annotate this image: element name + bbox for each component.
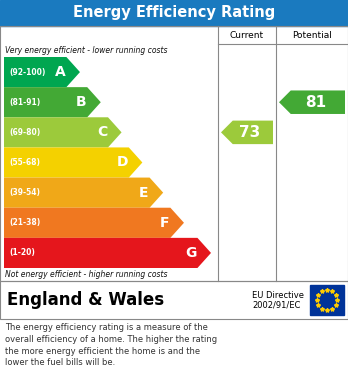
- Bar: [310, 285, 344, 315]
- Text: Current: Current: [230, 30, 264, 39]
- Text: EU Directive: EU Directive: [252, 291, 304, 300]
- Text: England & Wales: England & Wales: [7, 291, 164, 309]
- Text: The energy efficiency rating is a measure of the
overall efficiency of a home. T: The energy efficiency rating is a measur…: [5, 323, 217, 368]
- Text: 81: 81: [305, 95, 326, 110]
- Polygon shape: [279, 90, 345, 114]
- Text: 2002/91/EC: 2002/91/EC: [252, 301, 300, 310]
- Bar: [0, 0, 348, 26]
- Polygon shape: [221, 120, 273, 144]
- Text: Potential: Potential: [292, 30, 332, 39]
- Polygon shape: [4, 178, 163, 208]
- Polygon shape: [4, 238, 211, 268]
- Text: E: E: [139, 186, 149, 200]
- Polygon shape: [4, 117, 121, 147]
- Polygon shape: [4, 147, 142, 178]
- Text: (39-54): (39-54): [9, 188, 40, 197]
- Polygon shape: [4, 208, 184, 238]
- Text: (55-68): (55-68): [9, 158, 40, 167]
- Polygon shape: [4, 57, 80, 87]
- Text: F: F: [160, 216, 169, 230]
- Text: B: B: [76, 95, 86, 109]
- Bar: [0, 281, 348, 319]
- Bar: [0, 281, 348, 319]
- Text: C: C: [97, 126, 107, 139]
- Text: (69-80): (69-80): [9, 128, 40, 137]
- Text: A: A: [55, 65, 65, 79]
- Text: 73: 73: [239, 125, 260, 140]
- Text: (21-38): (21-38): [9, 218, 40, 227]
- Bar: [0, 26, 348, 281]
- Text: Not energy efficient - higher running costs: Not energy efficient - higher running co…: [5, 270, 167, 279]
- Text: (92-100): (92-100): [9, 68, 45, 77]
- Text: Energy Efficiency Rating: Energy Efficiency Rating: [73, 5, 275, 20]
- Text: D: D: [116, 156, 128, 170]
- Text: (81-91): (81-91): [9, 98, 40, 107]
- Polygon shape: [4, 87, 101, 117]
- Text: (1-20): (1-20): [9, 248, 35, 257]
- Text: Very energy efficient - lower running costs: Very energy efficient - lower running co…: [5, 46, 167, 55]
- Text: G: G: [185, 246, 196, 260]
